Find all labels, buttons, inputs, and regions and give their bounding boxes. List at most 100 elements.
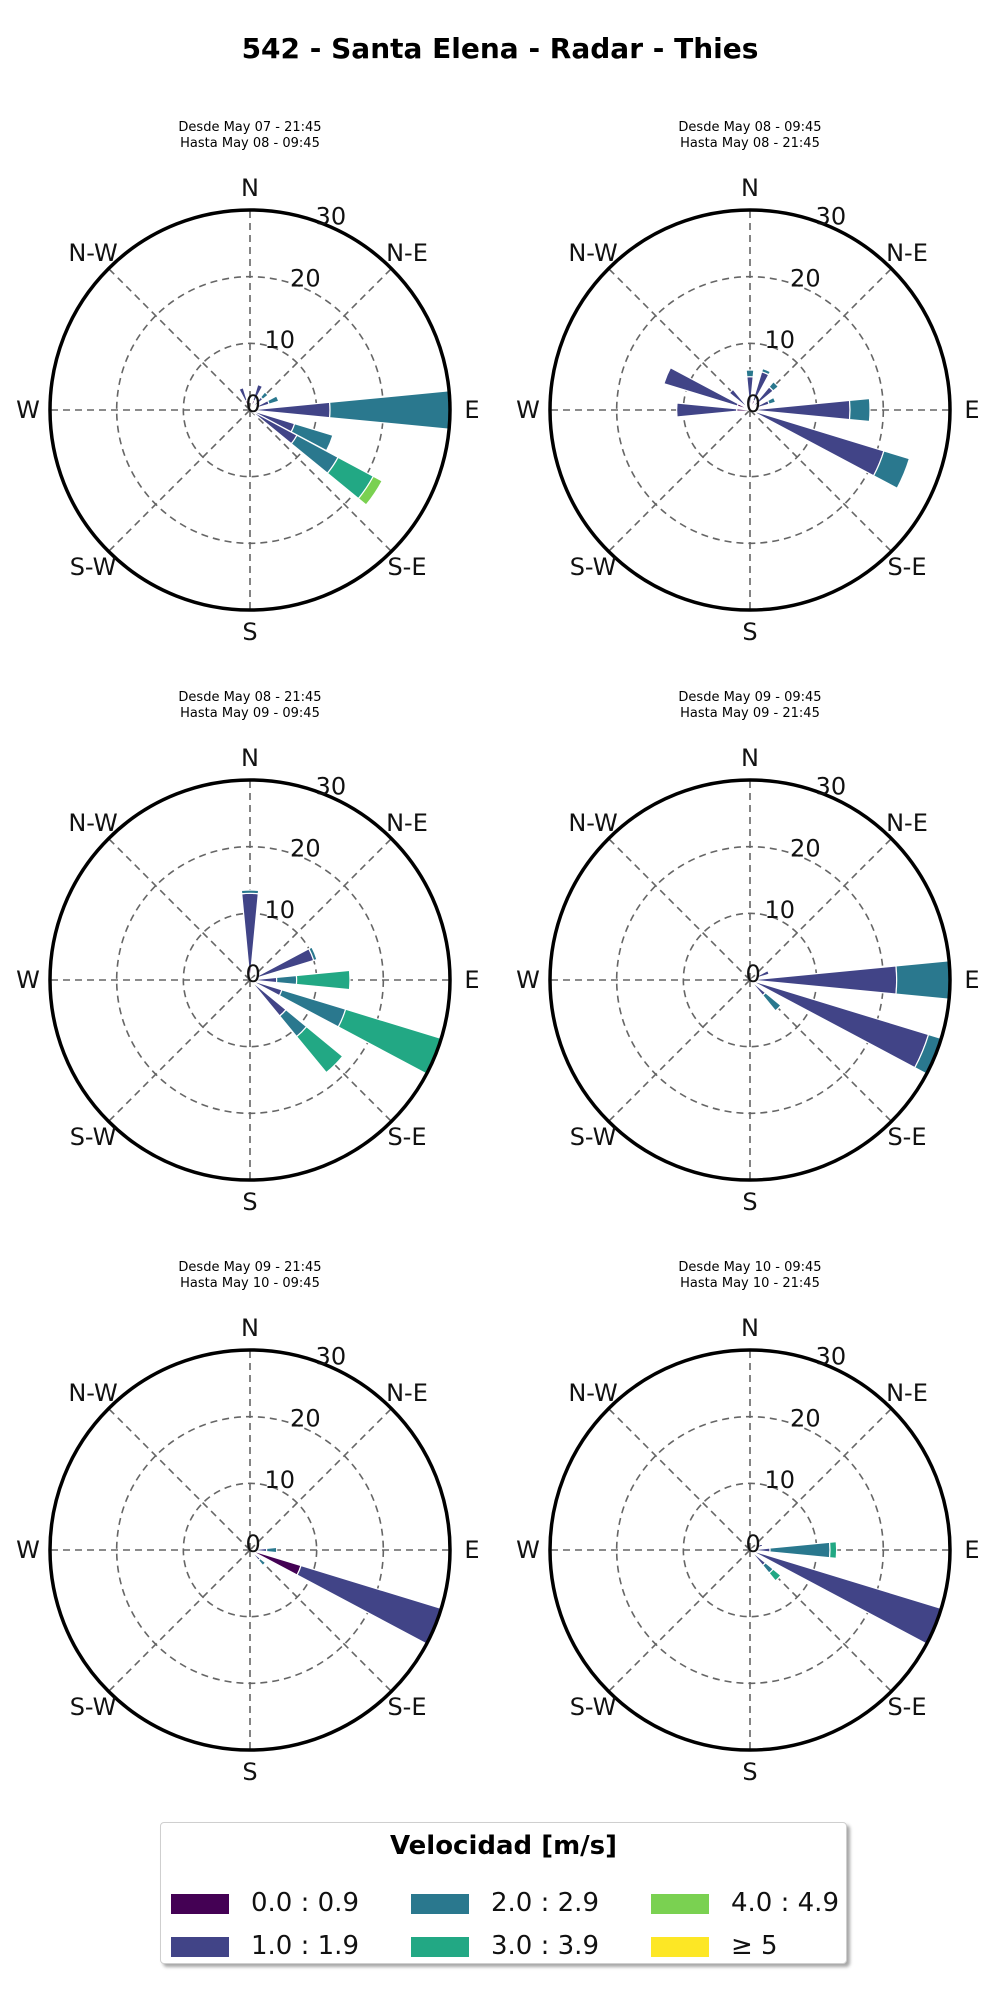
direction-label: E	[964, 396, 979, 424]
legend-label: 2.0 : 2.9	[491, 1888, 599, 1918]
direction-label: W	[16, 1536, 40, 1564]
direction-label: N-W	[68, 1379, 117, 1407]
polar-frame	[48, 208, 452, 612]
direction-label: S	[742, 1758, 757, 1786]
legend-swatch	[651, 1894, 709, 1914]
radial-tick-label: 30	[816, 1343, 847, 1371]
windrose-bar	[728, 388, 747, 407]
windrose-bar	[755, 1542, 764, 1549]
radial-gridline	[608, 409, 751, 552]
direction-label: W	[16, 396, 40, 424]
radial-tick-label: 30	[316, 203, 347, 231]
radial-gridline	[108, 979, 251, 1122]
radial-tick-label: 0	[746, 1530, 761, 1558]
polar-frame	[48, 1348, 452, 1752]
subtitle-line1: Desde May 07 - 21:45	[178, 120, 322, 135]
legend-label: ≥ 5	[731, 1931, 778, 1961]
legend-label: 0.0 : 0.9	[251, 1888, 359, 1918]
legend: Velocidad [m/s] 0.0 : 0.9 1.0 : 1.9 2.0 : …	[160, 1822, 847, 1964]
panel-subtitle: Desde May 07 - 21:45 Hasta May 08 - 09:45	[0, 120, 500, 152]
windrose-panel: Desde May 09 - 21:45 Hasta May 10 - 09:45…	[0, 1260, 500, 1830]
direction-label: N	[241, 1314, 259, 1342]
subtitle-line1: Desde May 08 - 21:45	[178, 690, 322, 705]
windrose-bar	[265, 1546, 278, 1554]
subtitle-line2: Hasta May 10 - 09:45	[180, 1276, 320, 1291]
windrose-plot: 0 10 20 30 N N-E E S-E S S-W W N-W	[516, 744, 979, 1216]
direction-label: S-E	[887, 1123, 926, 1151]
direction-label: S-W	[70, 1693, 117, 1721]
subtitle-line1: Desde May 10 - 09:45	[678, 1260, 822, 1275]
direction-label: N-E	[386, 1379, 428, 1407]
direction-label: S	[242, 618, 257, 646]
windrose-panel: Desde May 08 - 21:45 Hasta May 09 - 09:45…	[0, 690, 500, 1260]
direction-label: S-W	[70, 553, 117, 581]
windrose-plot: 0 10 20 30 N N-E E S-E S S-W W N-W	[516, 174, 979, 646]
radial-gridline	[249, 1549, 392, 1692]
radial-tick-label: 10	[765, 896, 796, 924]
radial-tick-label: 10	[265, 326, 296, 354]
polar-frame	[548, 208, 952, 612]
direction-label: N	[741, 1314, 759, 1342]
direction-label: E	[964, 966, 979, 994]
radial-tick-label: 30	[816, 773, 847, 801]
direction-label: S	[742, 1188, 757, 1216]
radial-gridline	[749, 409, 892, 552]
radial-tick-label: 0	[246, 1530, 261, 1558]
direction-label: E	[464, 966, 479, 994]
radial-gridline	[249, 1408, 392, 1551]
radial-tick-label: 20	[790, 264, 821, 292]
windrose-bar	[275, 974, 298, 986]
polar-frame	[548, 1348, 952, 1752]
direction-label: S-E	[387, 553, 426, 581]
subtitle-line2: Hasta May 10 - 21:45	[680, 1276, 820, 1291]
subtitle-line2: Hasta May 08 - 21:45	[680, 136, 820, 151]
direction-label: W	[16, 966, 40, 994]
direction-label: W	[516, 396, 540, 424]
panel-subtitle: Desde May 09 - 09:45 Hasta May 09 - 21:45	[500, 690, 1000, 722]
windrose-bar	[252, 383, 264, 402]
direction-label: N-E	[386, 809, 428, 837]
subtitle-line2: Hasta May 09 - 09:45	[180, 706, 320, 721]
windrose-bar	[768, 380, 780, 392]
radial-gridline	[108, 409, 251, 552]
radial-tick-label: 10	[265, 1466, 296, 1494]
radial-gridline	[749, 1549, 892, 1692]
direction-label: E	[964, 1536, 979, 1564]
windrose-plot: 0 10 20 30 N N-E E S-E S S-W W N-W	[16, 174, 479, 646]
panel-subtitle: Desde May 10 - 09:45 Hasta May 10 - 21:45	[500, 1260, 1000, 1292]
direction-label: S	[242, 1758, 257, 1786]
radial-tick-label: 10	[265, 896, 296, 924]
radial-gridline	[749, 979, 892, 1122]
ring-gridline	[615, 1415, 885, 1685]
panel-subtitle: Desde May 08 - 21:45 Hasta May 09 - 09:45	[0, 690, 500, 722]
windrose-panel: Desde May 08 - 09:45 Hasta May 08 - 21:45…	[500, 120, 1000, 690]
radial-gridline	[249, 838, 392, 981]
windrose-bar	[895, 960, 951, 1000]
windrose-bar	[676, 402, 738, 418]
panel-subtitle: Desde May 08 - 09:45 Hasta May 08 - 21:45	[500, 120, 1000, 152]
windrose-plot: 0 10 20 30 N N-E E S-E S S-W W N-W	[16, 1314, 479, 1786]
direction-label: W	[516, 1536, 540, 1564]
radial-gridline	[108, 1408, 251, 1551]
radial-tick-label: 20	[790, 1404, 821, 1432]
windrose-bar	[768, 1568, 782, 1582]
direction-label: N-E	[886, 239, 928, 267]
windrose-panel: Desde May 07 - 21:45 Hasta May 08 - 09:45…	[0, 120, 500, 690]
direction-label: N-W	[568, 239, 617, 267]
radial-gridline	[749, 838, 892, 981]
polar-frame	[48, 778, 452, 1182]
chart-title: 542 - Santa Elena - Radar - Thies	[241, 32, 759, 65]
legend-swatch	[651, 1937, 709, 1957]
direction-label: N	[241, 744, 259, 772]
radial-tick-label: 10	[765, 326, 796, 354]
radial-tick-label: 0	[246, 960, 261, 988]
windrose-bar	[308, 946, 318, 962]
radial-gridline	[608, 1408, 751, 1551]
radial-gridline	[608, 1549, 751, 1692]
radial-tick-label: 20	[290, 1404, 321, 1432]
windrose-bar	[357, 475, 383, 506]
direction-label: N-W	[68, 239, 117, 267]
panel-subtitle: Desde May 09 - 21:45 Hasta May 10 - 09:45	[0, 1260, 500, 1292]
direction-label: N-W	[568, 1379, 617, 1407]
windrose-bar	[257, 1557, 267, 1567]
